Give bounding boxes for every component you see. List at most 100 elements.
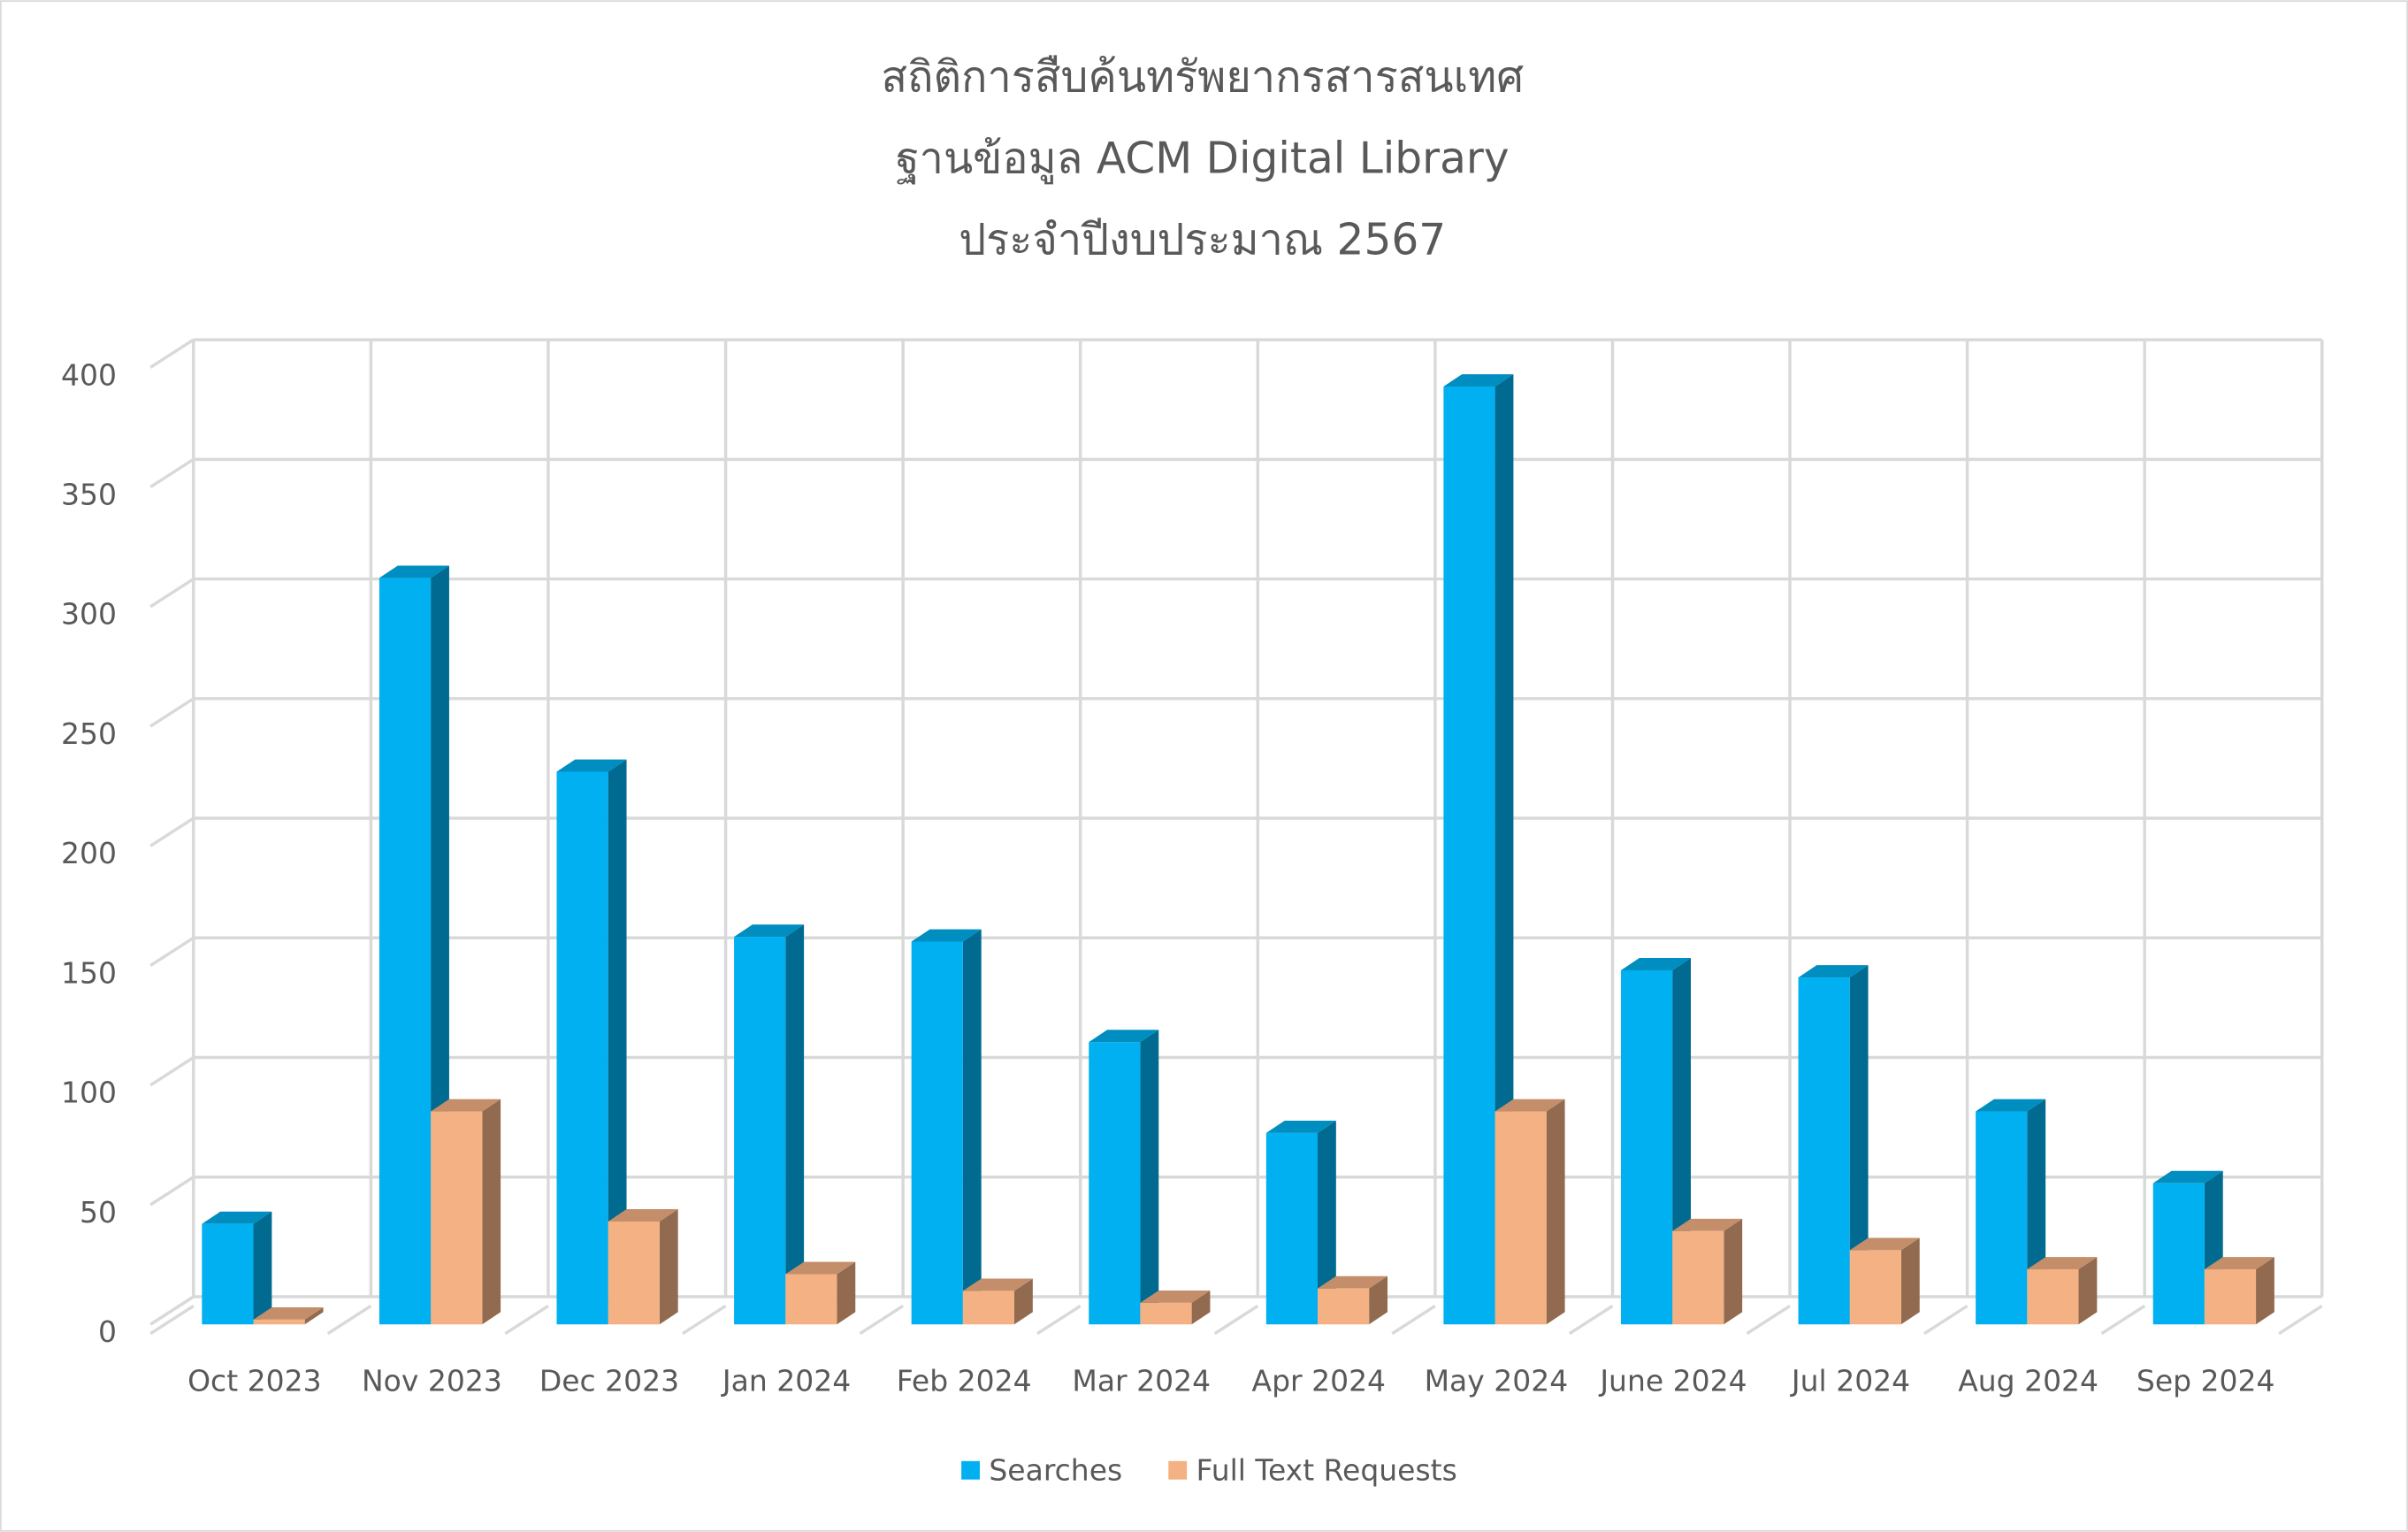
x-tick-label: June 2024: [1598, 1364, 1747, 1398]
bar-front: [1976, 1111, 2028, 1325]
bar-top: [1494, 1099, 1565, 1112]
bar-side: [1140, 1030, 1159, 1325]
floor-line: [326, 1304, 372, 1336]
bar-top: [2204, 1257, 2274, 1270]
bar: [1443, 374, 1514, 1325]
grid-line: [149, 936, 2322, 968]
floor-line: [1923, 1304, 1968, 1336]
grid-line-side: [149, 816, 195, 847]
bar: [1089, 1030, 1159, 1325]
bar-side: [1724, 1218, 1743, 1325]
grid-line-side: [149, 1056, 195, 1087]
floor-line: [2278, 1304, 2323, 1336]
y-tick-label: 300: [61, 597, 117, 632]
bar-front: [2204, 1269, 2257, 1325]
bar-side: [1191, 1291, 1211, 1325]
x-tick-label: Feb 2024: [897, 1364, 1032, 1398]
bar-top: [378, 565, 449, 578]
y-tick-label: 0: [98, 1314, 117, 1349]
bar-side: [1849, 965, 1869, 1325]
bar-front: [556, 771, 608, 1325]
bar-side: [1014, 1278, 1033, 1325]
grid-line: [149, 816, 2322, 847]
x-tick-label: Sep 2024: [2137, 1364, 2275, 1398]
bar-top: [734, 924, 805, 938]
bar-front: [785, 1274, 837, 1325]
grid-line: [149, 697, 2322, 728]
x-tick-label: Dec 2023: [539, 1364, 679, 1398]
bar-front: [202, 1223, 254, 1325]
bar-front: [378, 578, 432, 1325]
bar-side: [1317, 1120, 1336, 1325]
bar-top: [1849, 1237, 1920, 1251]
bar-side: [785, 924, 805, 1325]
grid-line: [149, 1055, 2322, 1087]
bar-top: [1620, 958, 1691, 970]
bar-front: [431, 1111, 483, 1325]
bar-front: [1443, 386, 1495, 1325]
chart-title: สถิติการสืบค้นทรัพยากรสารสนเทศ: [881, 53, 1524, 103]
bar-top: [431, 1099, 501, 1112]
legend-label: Searches: [989, 1452, 1122, 1487]
bar-front: [1140, 1302, 1192, 1325]
bar-top: [1317, 1275, 1387, 1289]
bar-side: [482, 1099, 501, 1325]
bar: [378, 565, 449, 1325]
grid-line-side: [149, 697, 195, 728]
grid-line: [149, 577, 2322, 609]
y-tick-label: 250: [61, 716, 117, 751]
bar-front: [608, 1221, 660, 1325]
bar-front: [1798, 977, 1850, 1325]
bar-side: [2078, 1257, 2098, 1325]
bar-top: [556, 759, 627, 772]
grid-line-side: [149, 578, 195, 609]
bar-side: [837, 1261, 856, 1325]
bar: [1798, 965, 1869, 1325]
x-tick-label: Mar 2024: [1072, 1364, 1211, 1398]
floor-line: [149, 1304, 195, 1336]
bar-side: [962, 929, 982, 1325]
bar-front: [962, 1291, 1015, 1325]
bar-side: [1494, 374, 1514, 1325]
bar: [1140, 1291, 1211, 1325]
grid-line: [149, 1176, 2322, 1206]
bar-front: [253, 1319, 305, 1325]
bar: [734, 924, 805, 1325]
bar-top: [608, 1209, 678, 1222]
bar-top: [1140, 1291, 1211, 1303]
floor-line: [504, 1304, 549, 1336]
bar-top: [1089, 1030, 1159, 1043]
bar: [1849, 1237, 1920, 1325]
bar-front: [1265, 1132, 1318, 1325]
y-tick-label: 100: [61, 1076, 117, 1110]
bar-front: [1849, 1250, 1901, 1325]
bar-side: [1369, 1275, 1387, 1325]
bar-front: [1620, 969, 1673, 1325]
bar-side: [304, 1306, 324, 1325]
grid-line-side: [149, 457, 195, 489]
bar-top: [1976, 1099, 2046, 1112]
bar-side: [2256, 1257, 2274, 1325]
grid-line-side: [149, 338, 195, 369]
legend-swatch: [961, 1460, 980, 1480]
y-tick-label: 50: [80, 1195, 117, 1229]
chart-title: ประจำปีงบประมาณ 2567: [959, 216, 1446, 265]
legend-swatch: [1168, 1460, 1188, 1480]
y-tick-label: 150: [61, 955, 117, 990]
bar: [2027, 1257, 2098, 1325]
bar-front: [734, 937, 786, 1325]
x-tick-label: Jan 2024: [721, 1364, 851, 1398]
floor-line: [1391, 1304, 1436, 1336]
bar-front: [2027, 1269, 2079, 1325]
bar-top: [962, 1278, 1033, 1291]
x-tick-label: Nov 2023: [362, 1364, 502, 1398]
bar: [1494, 1099, 1565, 1325]
x-tick-label: Oct 2023: [187, 1364, 321, 1398]
bar-front: [1494, 1111, 1547, 1325]
bar: [1317, 1275, 1387, 1325]
bar: [2204, 1257, 2274, 1325]
bar: [556, 759, 627, 1325]
chart-title: ฐานข้อมูล ACM Digital Library: [896, 134, 1510, 185]
floor-line: [859, 1304, 905, 1336]
